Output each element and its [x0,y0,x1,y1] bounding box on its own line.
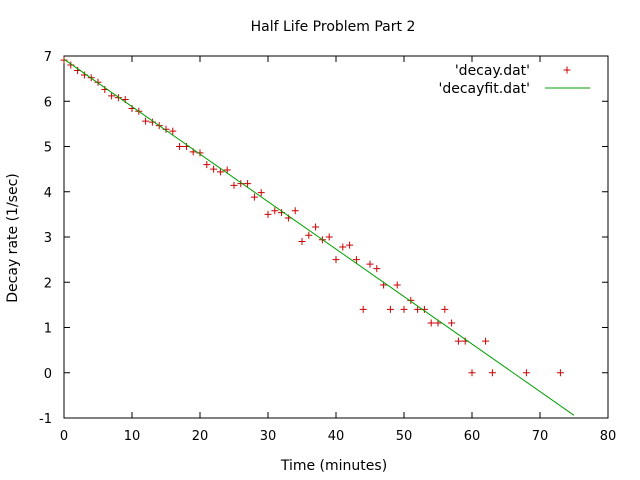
data-point [448,319,456,327]
data-point [366,260,374,268]
y-tick-label: 4 [44,186,52,201]
data-points-series [60,56,564,377]
data-point [169,127,177,135]
series-layer [60,56,575,416]
data-point [414,305,422,313]
data-point [271,207,279,215]
data-point [312,223,320,231]
data-point [482,337,490,345]
x-axis-label: Time (minutes) [280,458,387,474]
y-axis-label: Decay rate (1/sec) [5,173,21,302]
y-tick-label: 3 [44,231,52,246]
data-point [468,369,476,377]
data-point [223,166,231,174]
plot-border [63,55,609,419]
x-tick-label: 30 [260,429,277,444]
y-tick-label: -1 [39,412,52,427]
y-tick-label: 6 [44,95,52,110]
x-tick-label: 0 [60,429,68,444]
legend: 'decay.dat' 'decayfit.dat' [439,63,590,97]
legend-label: 'decayfit.dat' [439,81,530,97]
legend-point-swatch [563,66,571,74]
data-point [203,161,211,169]
data-point [142,117,150,125]
data-point [250,193,258,201]
fit-line-series [63,58,575,416]
data-point [264,210,272,218]
data-point [60,56,68,64]
data-point [352,256,360,264]
data-point [94,78,102,86]
data-point [427,319,435,327]
data-point [230,181,238,189]
x-tick-label: 70 [532,429,549,444]
x-tick-label: 10 [124,429,141,444]
y-tick-label: 2 [44,276,52,291]
data-point [339,243,347,251]
chart-title: Half Life Problem Part 2 [251,19,416,35]
x-tick-label: 40 [328,429,345,444]
data-point [257,189,265,197]
data-point [393,281,401,289]
x-tick-label: 80 [600,429,617,444]
data-point [556,369,564,377]
data-point [373,265,381,273]
data-point [522,369,530,377]
y-tick-label: 5 [44,141,52,156]
data-point [210,165,218,173]
data-point [237,180,245,188]
data-point [325,233,333,241]
y-tick-label: 0 [44,367,52,382]
axis-ticks: 0 10 20 30 40 50 60 70 80 -1 0 1 2 3 4 5 6 7 [39,50,616,444]
y-tick-label: 7 [44,50,52,65]
data-point [332,256,340,264]
x-tick-label: 20 [192,429,209,444]
x-tick-label: 50 [396,429,413,444]
data-point [108,92,116,100]
data-point [407,296,415,304]
data-point [346,241,354,249]
data-point [305,231,313,239]
data-point [441,305,449,313]
data-point [359,305,367,313]
fit-line [63,58,575,416]
data-point [176,143,184,150]
data-point [400,305,408,313]
plot-area [63,55,609,419]
y-tick-label: 1 [44,322,52,337]
legend-label: 'decay.dat' [455,63,530,79]
data-point [244,180,252,188]
x-tick-label: 60 [464,429,481,444]
data-point [386,305,394,313]
data-point [216,168,224,176]
data-point [291,207,299,215]
data-point [488,369,496,377]
data-point [298,238,306,246]
data-point [454,337,462,345]
